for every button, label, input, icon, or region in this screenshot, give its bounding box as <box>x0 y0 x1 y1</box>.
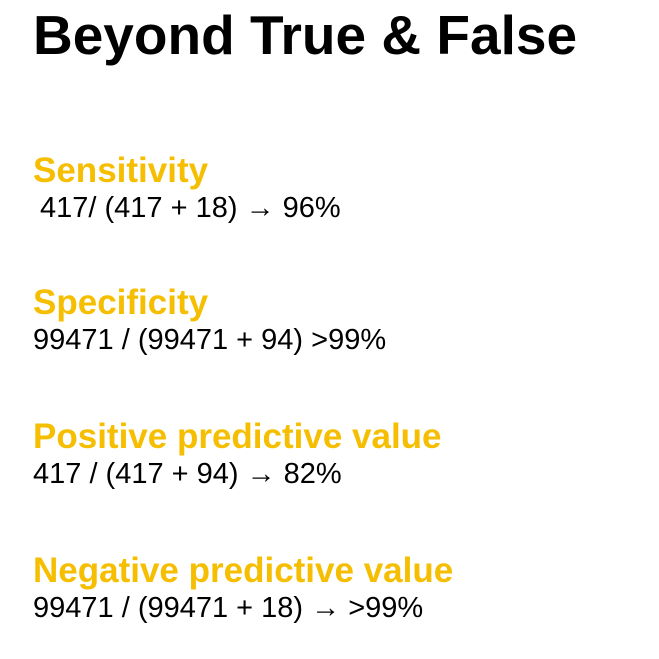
metric-formula: 99471 / (99471 + 94) >99% <box>33 324 387 356</box>
metric-negative-predictive-value: Negative predictive value 99471 / (99471… <box>33 551 653 625</box>
metric-formula: 417/ (417 + 18) → 96% <box>40 192 341 224</box>
metric-formula: 99471 / (99471 + 18) → >99% <box>33 592 424 624</box>
metric-formula: 417 / (417 + 94) → 82% <box>33 458 342 490</box>
metric-heading: Specificity <box>33 283 209 322</box>
slide-title: Beyond True & False <box>33 4 578 66</box>
metric-positive-predictive-value: Positive predictive value 417 / (417 + 9… <box>33 417 653 491</box>
metric-heading: Negative predictive value <box>33 551 454 590</box>
metric-sensitivity: Sensitivity 417/ (417 + 18) → 96% <box>33 151 653 225</box>
metric-heading: Sensitivity <box>33 151 209 190</box>
metric-specificity: Specificity 99471 / (99471 + 94) >99% <box>33 283 653 357</box>
metric-heading: Positive predictive value <box>33 417 442 456</box>
